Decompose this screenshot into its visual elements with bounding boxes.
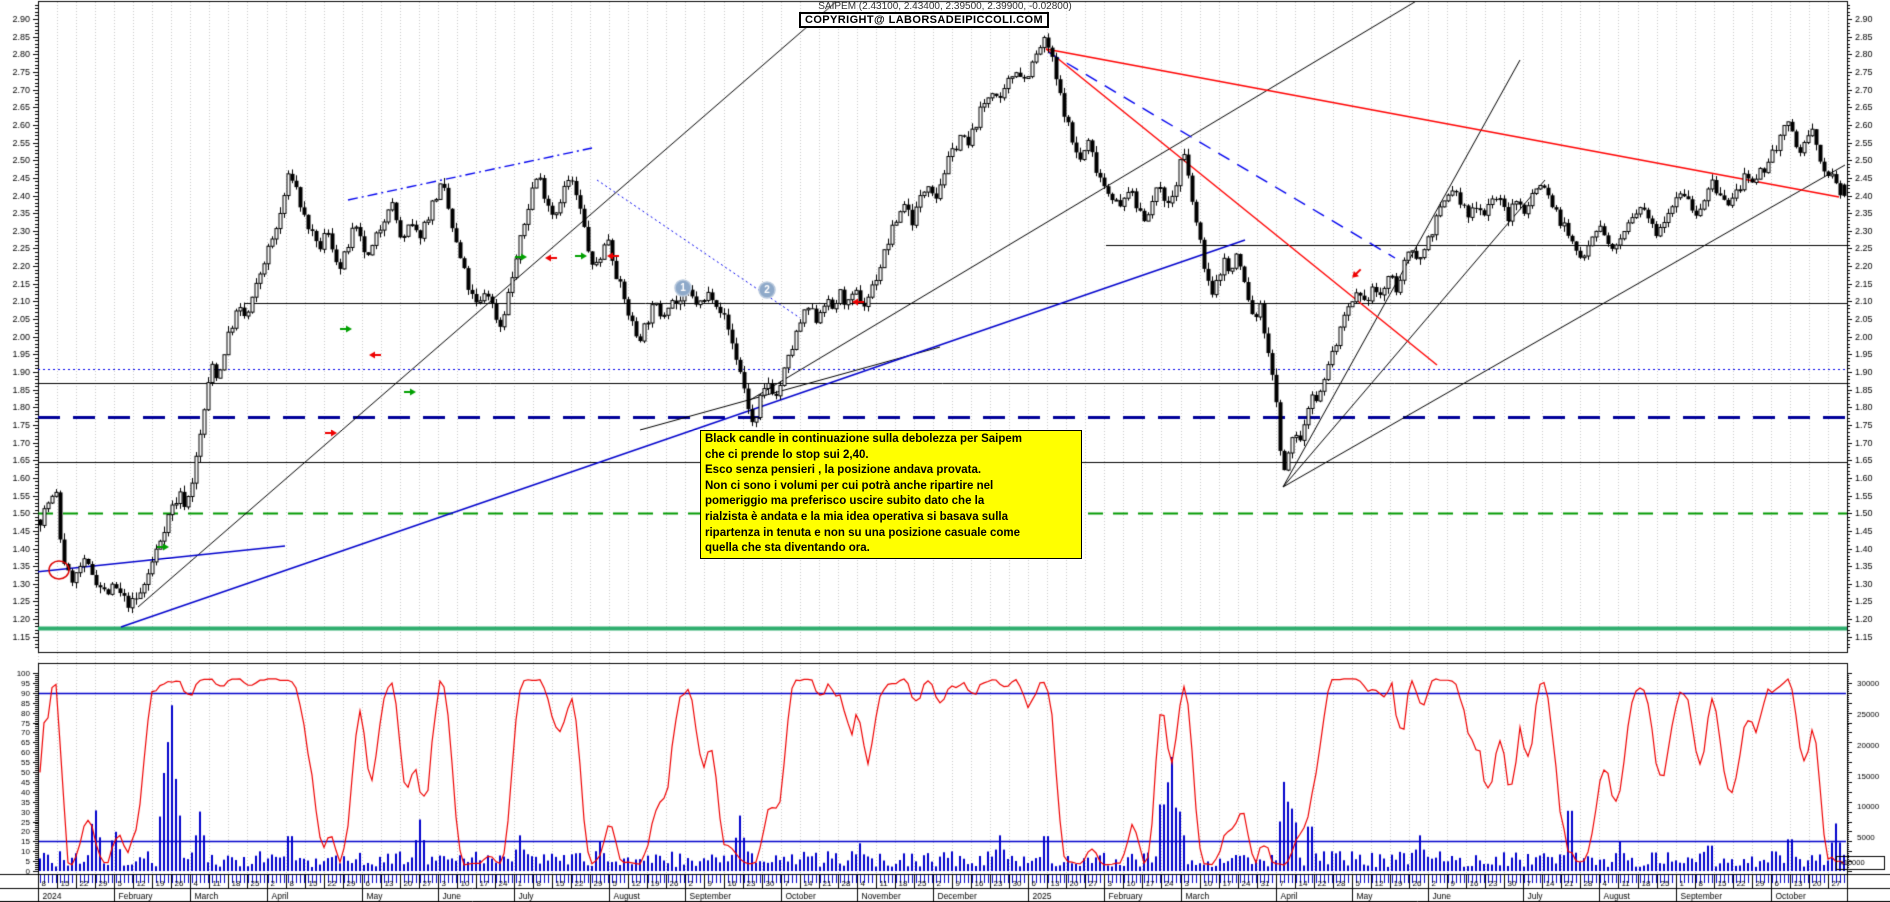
trade-note-annotation[interactable]: Black candle in continuazione sulla debo… bbox=[700, 430, 1082, 559]
copyright-badge: COPYRIGHT@ LABORSADEIPICCOLI.COM bbox=[799, 12, 1050, 28]
chart-title: SAIPEM (2.43100, 2.43400, 2.39500, 2.399… bbox=[818, 1, 1072, 12]
